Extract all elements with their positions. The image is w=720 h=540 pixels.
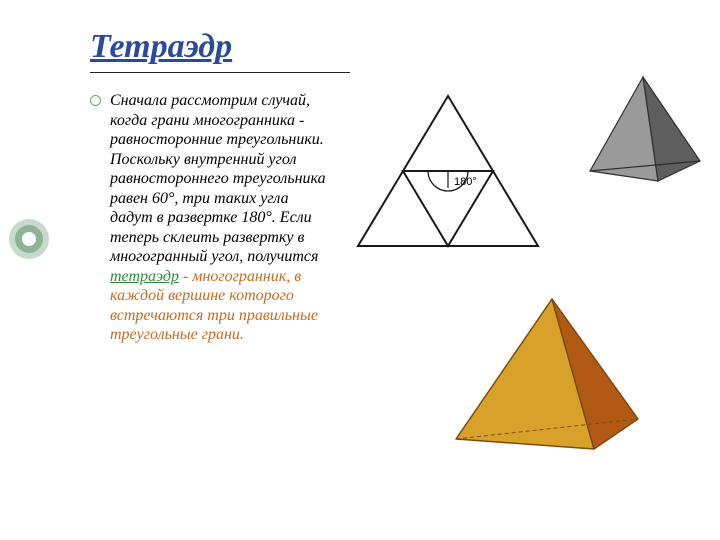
- svg-text:180°: 180°: [454, 176, 477, 188]
- paragraph-item: Сначала рассмотрим случай, когда грани м…: [90, 91, 335, 345]
- ring-icon: [8, 218, 50, 260]
- tetrahedron-link[interactable]: тетраэдр: [110, 268, 179, 285]
- color-tetrahedron-figure: [448, 291, 648, 466]
- figure-area: 180°: [353, 91, 680, 345]
- slide: Тетраэдр Сначала рассмотрим случай, когд…: [0, 0, 720, 540]
- bullet-list: Сначала рассмотрим случай, когда грани м…: [90, 91, 335, 345]
- triangle-net-diagram: 180°: [353, 91, 543, 261]
- content-row: Сначала рассмотрим случай, когда грани м…: [90, 91, 680, 345]
- page-title: Тетраэдр: [90, 28, 350, 73]
- gray-tetrahedron-figure: [578, 71, 708, 196]
- para-segment-1: Сначала рассмотрим случай, когда грани м…: [110, 92, 326, 265]
